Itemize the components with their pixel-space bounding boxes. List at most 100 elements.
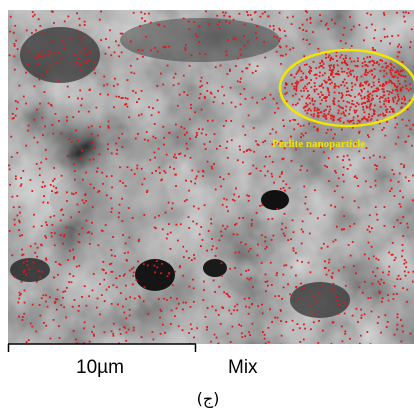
- red-dot: [327, 87, 329, 89]
- caption: (ج): [197, 389, 220, 409]
- red-dot: [337, 112, 339, 114]
- red-dot: [138, 240, 140, 242]
- red-dot: [328, 157, 330, 159]
- red-dot: [85, 193, 87, 195]
- red-dot: [234, 267, 236, 269]
- red-dot: [350, 164, 352, 166]
- red-dot: [144, 20, 146, 22]
- red-dot: [28, 64, 30, 66]
- red-dot: [10, 136, 12, 138]
- red-dot: [362, 106, 364, 108]
- red-dot: [72, 306, 74, 308]
- red-dot: [94, 72, 96, 74]
- red-dot: [160, 272, 162, 274]
- red-dot: [40, 55, 42, 57]
- red-dot: [158, 298, 160, 300]
- red-dot: [343, 166, 345, 168]
- red-dot: [300, 125, 302, 127]
- red-dot: [354, 200, 356, 202]
- red-dot: [225, 228, 227, 230]
- red-dot: [384, 135, 386, 137]
- red-dot: [292, 219, 294, 221]
- red-dot: [344, 333, 346, 335]
- red-dot: [364, 254, 366, 256]
- red-dot: [150, 22, 152, 24]
- red-dot: [391, 254, 393, 256]
- red-dot: [396, 329, 398, 331]
- red-dot: [182, 246, 184, 248]
- red-dot: [35, 331, 37, 333]
- red-dot: [44, 126, 46, 128]
- red-dot: [376, 95, 378, 97]
- red-dot: [328, 94, 330, 96]
- red-dot: [392, 90, 394, 92]
- red-dot: [275, 131, 277, 133]
- red-dot: [194, 258, 196, 260]
- red-dot: [26, 260, 28, 262]
- red-dot: [322, 330, 324, 332]
- red-dot: [363, 58, 365, 60]
- red-dot: [284, 235, 286, 237]
- red-dot: [338, 105, 340, 107]
- red-dot: [368, 84, 370, 86]
- red-dot: [211, 249, 213, 251]
- red-dot: [63, 44, 65, 46]
- red-dot: [385, 109, 387, 111]
- red-dot: [304, 203, 306, 205]
- red-dot: [31, 190, 33, 192]
- red-dot: [122, 182, 124, 184]
- red-dot: [45, 158, 47, 160]
- red-dot: [383, 95, 385, 97]
- red-dot: [280, 320, 282, 322]
- red-dot: [283, 233, 285, 235]
- red-dot: [86, 220, 88, 222]
- red-dot: [384, 206, 386, 208]
- red-dot: [408, 271, 410, 273]
- red-dot: [225, 12, 227, 14]
- red-dot: [342, 197, 344, 199]
- red-dot: [357, 120, 359, 122]
- red-dot: [128, 329, 130, 331]
- red-dot: [55, 301, 57, 303]
- red-dot: [310, 271, 312, 273]
- red-dot: [332, 119, 334, 121]
- red-dot: [328, 65, 330, 67]
- red-dot: [230, 341, 232, 343]
- red-dot: [375, 258, 377, 260]
- red-dot: [397, 56, 399, 58]
- red-dot: [347, 168, 349, 170]
- red-dot: [168, 223, 170, 225]
- red-dot: [365, 118, 367, 120]
- red-dot: [380, 106, 382, 108]
- red-dot: [139, 25, 141, 27]
- red-dot: [354, 223, 356, 225]
- red-dot: [161, 263, 163, 265]
- red-dot: [318, 320, 320, 322]
- red-dot: [136, 165, 138, 167]
- red-dot: [90, 183, 92, 185]
- red-dot: [155, 227, 157, 229]
- red-dot: [377, 281, 379, 283]
- red-dot: [309, 233, 311, 235]
- red-dot: [299, 341, 301, 343]
- red-dot: [406, 125, 408, 127]
- red-dot: [160, 73, 162, 75]
- red-dot: [307, 90, 309, 92]
- red-dot: [398, 73, 400, 75]
- red-dot: [276, 103, 278, 105]
- red-dot: [214, 291, 216, 293]
- red-dot: [296, 85, 298, 87]
- red-dot: [41, 225, 43, 227]
- red-dot: [236, 304, 238, 306]
- red-dot: [390, 67, 392, 69]
- red-dot: [12, 196, 14, 198]
- red-dot: [234, 306, 236, 308]
- red-dot: [274, 295, 276, 297]
- red-dot: [78, 111, 80, 113]
- red-dot: [396, 324, 398, 326]
- red-dot: [285, 183, 287, 185]
- red-dot: [292, 104, 294, 106]
- red-dot: [314, 74, 316, 76]
- red-dot: [82, 179, 84, 181]
- red-dot: [132, 284, 134, 286]
